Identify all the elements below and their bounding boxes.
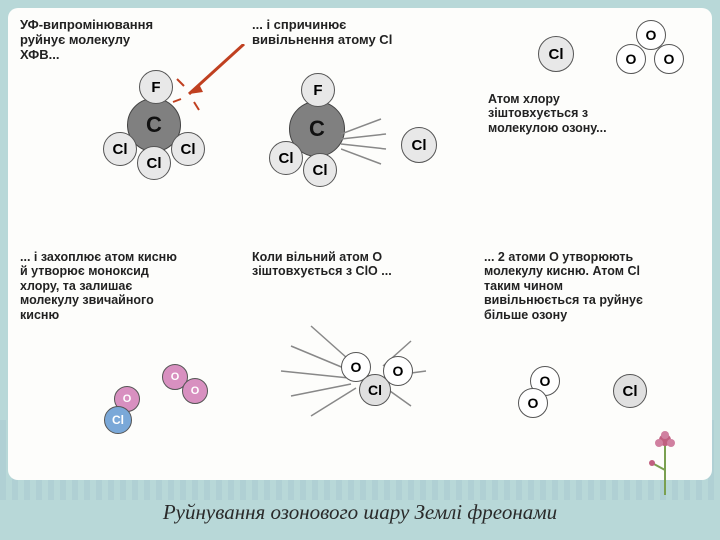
- panel-3: Cl O O O Атом хлору зіштовхується з моле…: [478, 14, 706, 242]
- atom-cl: Cl: [538, 36, 574, 72]
- panel-1: УФ-випромінювання руйнує молекулу ХФВ...…: [14, 14, 242, 242]
- panel-4-caption: ... і захоплює атом кисню й утворює моно…: [20, 250, 180, 322]
- flower-icon: [640, 415, 690, 495]
- panel-2-caption: ... і спричинює вивільнення атому Cl: [252, 18, 402, 48]
- atom-o: O: [383, 356, 413, 386]
- atom-cl: Cl: [137, 146, 171, 180]
- atom-o: O: [616, 44, 646, 74]
- uv-ray-icon: [169, 44, 249, 114]
- atom-cl: Cl: [303, 153, 337, 187]
- panel-5-diagram: O Cl O: [261, 316, 461, 436]
- panel-1-diagram: C F Cl Cl Cl: [99, 54, 239, 194]
- atom-cl: Cl: [269, 141, 303, 175]
- atom-f: F: [301, 73, 335, 107]
- atom-cl-free: Cl: [401, 127, 437, 163]
- atom-o-pink: O: [182, 378, 208, 404]
- panel-3-diagram: Cl O O O: [538, 18, 698, 98]
- atom-cl: Cl: [613, 374, 647, 408]
- panel-5: Коли вільний атом O зіштовхується з ClO …: [246, 246, 474, 474]
- panel-6-caption: ... 2 атоми O утворюють молекулу кисню. …: [484, 250, 644, 322]
- atom-cl: Cl: [103, 132, 137, 166]
- atom-o: O: [518, 388, 548, 418]
- atom-cl: Cl: [171, 132, 205, 166]
- footer-title: Руйнування озонового шару Землі фреонами: [0, 485, 720, 540]
- panel-4-diagram: O Cl O O: [104, 356, 244, 446]
- panel-4: ... і захоплює атом кисню й утворює моно…: [14, 246, 242, 474]
- atom-o: O: [654, 44, 684, 74]
- atom-f: F: [139, 70, 173, 104]
- panel-2: ... і спричинює вивільнення атому Cl C F…: [246, 14, 474, 242]
- panel-3-caption: Атом хлору зіштовхується з молекулою озо…: [488, 92, 648, 135]
- atom-cl-blue: Cl: [104, 406, 132, 434]
- panel-2-diagram: C F Cl Cl Cl: [261, 59, 461, 199]
- panel-5-caption: Коли вільний атом O зіштовхується з ClO …: [252, 250, 412, 279]
